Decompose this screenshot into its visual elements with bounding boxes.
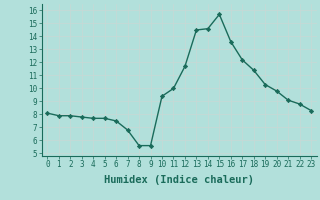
- X-axis label: Humidex (Indice chaleur): Humidex (Indice chaleur): [104, 175, 254, 185]
